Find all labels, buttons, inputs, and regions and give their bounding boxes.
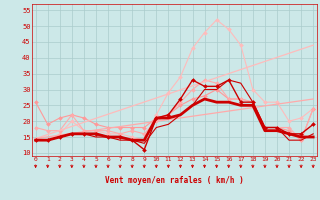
X-axis label: Vent moyen/en rafales ( km/h ): Vent moyen/en rafales ( km/h ) <box>105 176 244 185</box>
